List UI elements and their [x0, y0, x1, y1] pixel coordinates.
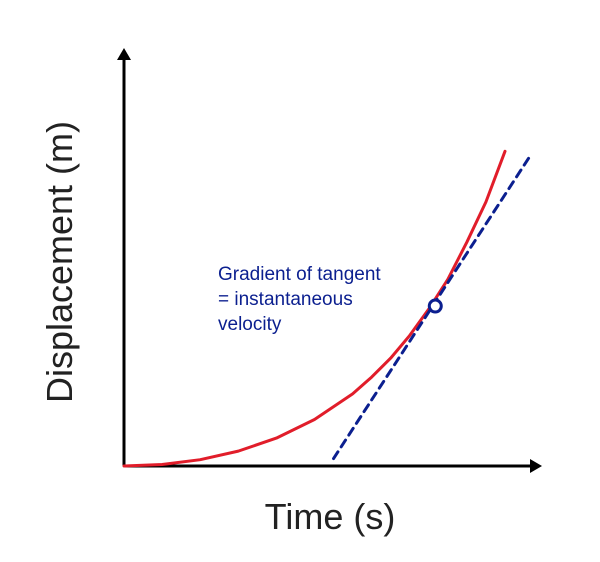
annotation-line: velocity: [218, 314, 282, 335]
x-axis-label: Time (s): [265, 496, 396, 537]
series-group: [122, 149, 534, 468]
tangent-point: [427, 298, 443, 314]
annotation: Gradient of tangent = instantaneous velo…: [218, 264, 381, 335]
annotation-line: Gradient of tangent: [218, 264, 381, 285]
x-axis-arrow: [530, 459, 542, 473]
annotation-line: = instantaneous: [218, 289, 353, 310]
y-axis-label: Displacement (m): [39, 121, 80, 403]
displacement-curve: [122, 149, 507, 468]
y-axis-arrow: [117, 48, 131, 60]
